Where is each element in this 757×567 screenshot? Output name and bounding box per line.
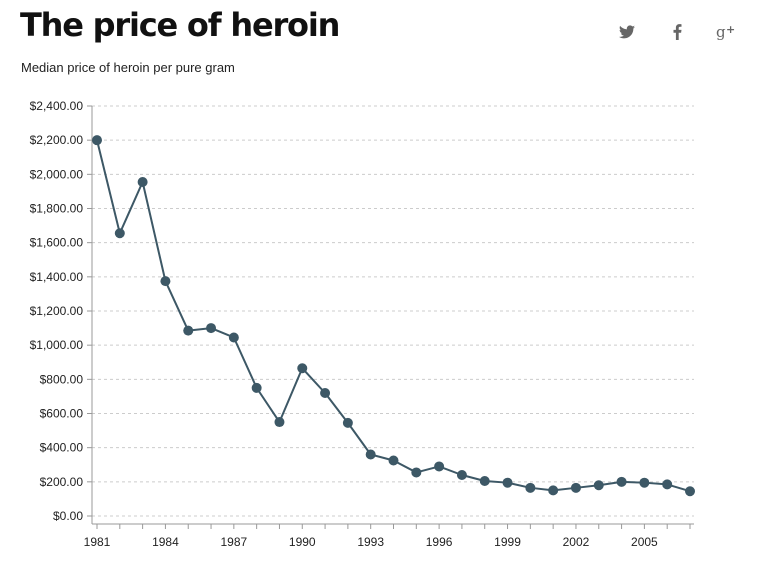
data-point xyxy=(251,382,262,393)
data-point xyxy=(593,480,604,491)
x-tick-label: 1984 xyxy=(152,535,179,549)
data-point xyxy=(114,228,125,239)
data-point xyxy=(342,417,353,428)
data-point xyxy=(548,485,559,496)
y-tick-label: $1,800.00 xyxy=(30,202,84,216)
data-point xyxy=(502,477,513,488)
x-tick-label: 2005 xyxy=(631,535,658,549)
x-tick-label: 1993 xyxy=(357,535,384,549)
y-tick-label: $2,400.00 xyxy=(30,99,84,113)
y-tick-label: $1,400.00 xyxy=(30,270,84,284)
facebook-share-button[interactable] xyxy=(663,18,691,46)
data-point xyxy=(92,135,102,146)
y-tick-label: $0.00 xyxy=(53,509,83,523)
x-tick-label: 1981 xyxy=(84,535,111,549)
data-point xyxy=(160,276,171,287)
data-point xyxy=(388,455,399,466)
data-point xyxy=(228,332,239,343)
data-point xyxy=(639,477,650,488)
data-point xyxy=(662,479,673,490)
y-tick-label: $2,000.00 xyxy=(30,167,84,181)
data-point xyxy=(479,475,490,486)
data-point xyxy=(456,470,467,480)
svg-text:+: + xyxy=(726,24,735,36)
page-title: The price of heroin xyxy=(20,6,340,44)
data-point xyxy=(137,177,148,188)
data-point xyxy=(274,417,285,428)
data-point xyxy=(183,325,194,336)
data-point xyxy=(365,449,376,460)
y-tick-label: $2,200.00 xyxy=(30,133,84,147)
google-plus-share-button[interactable]: g + xyxy=(713,18,741,46)
x-tick-label: 1987 xyxy=(220,535,247,549)
twitter-icon xyxy=(619,25,635,39)
y-tick-label: $200.00 xyxy=(40,475,84,489)
y-tick-label: $400.00 xyxy=(40,441,84,455)
y-tick-label: $800.00 xyxy=(40,372,84,386)
svg-text:g: g xyxy=(716,24,726,40)
y-tick-label: $600.00 xyxy=(40,407,84,421)
facebook-icon xyxy=(673,24,681,40)
data-point xyxy=(206,323,217,334)
data-point xyxy=(434,461,445,472)
data-point xyxy=(297,363,308,374)
data-point xyxy=(525,482,536,493)
google-plus-icon: g + xyxy=(716,24,735,40)
data-point xyxy=(320,388,331,398)
data-point xyxy=(411,467,422,478)
x-tick-label: 1999 xyxy=(494,535,521,549)
x-tick-label: 1996 xyxy=(426,535,453,549)
data-point xyxy=(616,476,627,487)
data-point xyxy=(570,482,581,493)
y-tick-label: $1,000.00 xyxy=(30,338,84,352)
x-tick-label: 2002 xyxy=(563,535,590,549)
x-tick-label: 1990 xyxy=(289,535,316,549)
twitter-share-button[interactable] xyxy=(613,18,641,46)
data-point xyxy=(685,486,695,497)
series-line xyxy=(96,139,691,493)
y-tick-label: $1,600.00 xyxy=(30,236,84,250)
y-tick-label: $1,200.00 xyxy=(30,304,84,318)
page-subtitle: Median price of heroin per pure gram xyxy=(21,60,235,75)
share-bar: g + xyxy=(613,18,741,46)
